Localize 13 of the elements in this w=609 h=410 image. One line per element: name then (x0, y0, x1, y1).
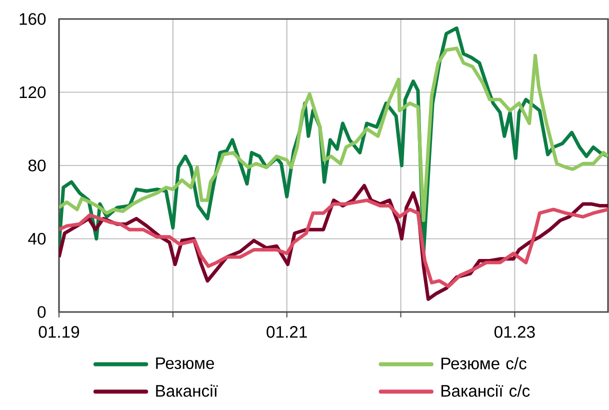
y-tick-label: 160 (20, 13, 46, 25)
legend-label: Вакансії (156, 384, 218, 397)
legend-label: Резюме с/с (441, 357, 526, 370)
x-tick-label: 01.19 (38, 326, 80, 338)
y-tick-label: 120 (20, 86, 46, 98)
line-series (59, 46, 608, 222)
legend-label: Вакансії с/с (441, 384, 530, 397)
x-tick-label: 01.21 (266, 326, 307, 338)
y-tick-label: 0 (38, 306, 46, 318)
y-tick-label: 80 (28, 160, 46, 172)
y-tick-label: 40 (28, 232, 46, 245)
x-tick-label: 01.23 (494, 326, 535, 338)
legend-label: Резюме (156, 357, 214, 370)
